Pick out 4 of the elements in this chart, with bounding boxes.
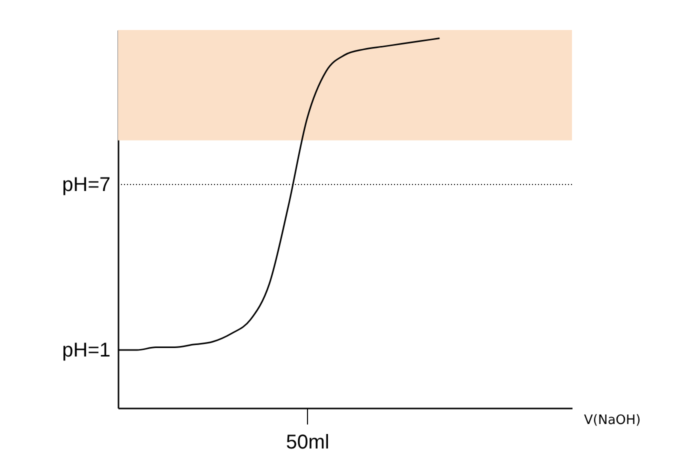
x-tick-label: 50ml (286, 432, 330, 454)
y-tick-label: pH=1 (62, 340, 110, 362)
y-tick-label: pH=7 (62, 174, 110, 196)
x-axis-title: V(NaOH) (584, 413, 641, 428)
